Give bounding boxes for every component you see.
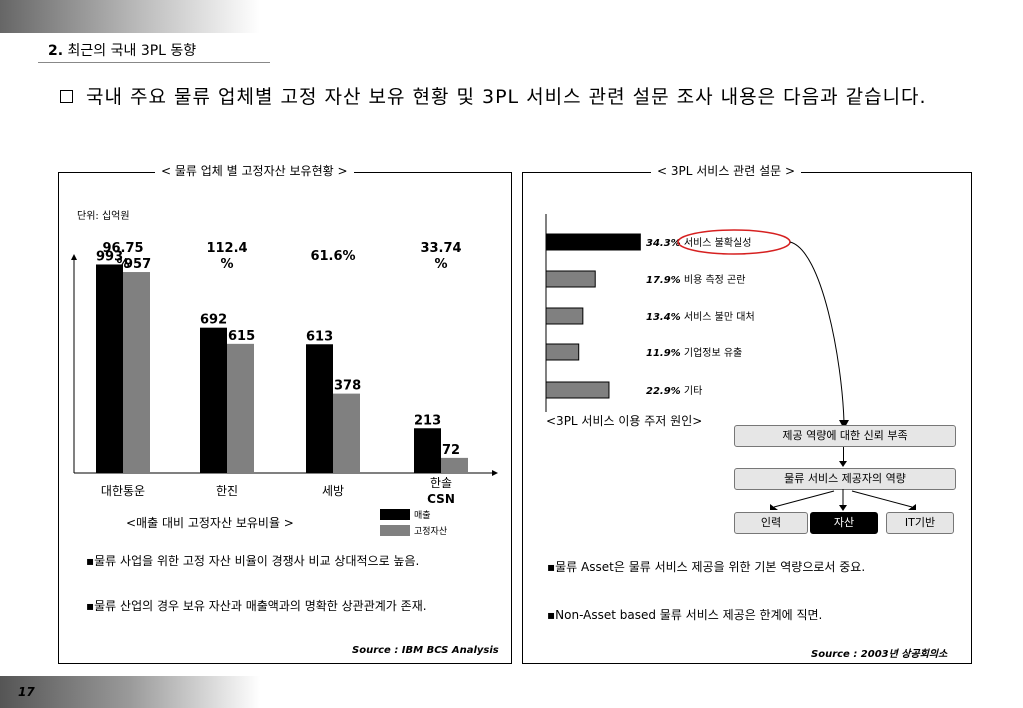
left-panel-title: < 물류 업체 별 고정자산 보유현황 > [155, 162, 354, 179]
hbar-label: 22.9% 기타 [646, 385, 702, 397]
bar-fixed-assets [333, 393, 360, 473]
section-title-underline [38, 62, 270, 63]
right-source: Source : 2003년 상공회의소 [811, 649, 948, 660]
legend-label-sales: 매출 [414, 511, 431, 521]
bar-sales [414, 428, 441, 473]
ratio-label: 33.74 [420, 241, 461, 256]
page-number: 17 [18, 685, 35, 699]
flow-option-it: IT기반 [886, 512, 954, 534]
flow-box-trust: 제공 역량에 대한 신뢰 부족 [734, 425, 956, 447]
legend-label-fixed-assets: 고정자산 [414, 527, 448, 537]
hbar-category-label: 기업정보 유출 [681, 346, 743, 359]
hbar-label: 13.4% 서비스 불만 대처 [646, 311, 755, 323]
hbar [545, 233, 641, 251]
ratio-label: % [220, 257, 233, 272]
legend-swatch-fixed-assets [380, 525, 410, 536]
hbar-category-label: 비용 측정 곤란 [681, 274, 746, 286]
flow-option-manpower: 인력 [734, 512, 808, 534]
right-panel-title: < 3PL 서비스 관련 설문 > [651, 162, 802, 179]
hbar [545, 381, 610, 399]
flow-line-1 [843, 447, 844, 462]
category-label: 한솔 [430, 476, 452, 490]
hbar-value-label: 34.3% [646, 238, 681, 249]
hbar [545, 307, 584, 325]
ratio-label: 61.6% [310, 249, 355, 264]
right-note-2: ▪Non-Asset based 물류 서비스 제공은 한계에 직면. [547, 608, 823, 622]
hbar-value-label: 11.9% [646, 348, 681, 359]
category-label: 대한통운 [101, 484, 145, 498]
bar-sales [200, 327, 227, 473]
ratio-label: 112.4 [206, 241, 247, 256]
left-note-2: ▪물류 산업의 경우 보유 자산과 매출액과의 명확한 상관관계가 존재. [86, 599, 427, 613]
bar-value-label: 213 [414, 413, 441, 428]
connector-arrow-line [789, 241, 845, 423]
bar-fixed-assets [123, 272, 150, 473]
ratio-label: % [116, 257, 129, 272]
bar-value-label: 613 [306, 329, 333, 344]
survey-chart: 34.3% 서비스 불확실성 17.9% 비용 측정 곤란 13.4% 서비스 불만… [545, 214, 849, 429]
hbar-value-label: 13.4% [646, 312, 681, 323]
header-gradient-bar [0, 0, 260, 33]
hbar-category-label: 서비스 불확실성 [681, 237, 752, 249]
left-note-1: ▪물류 사업을 위한 고정 자산 비율이 경쟁사 비교 상대적으로 높음. [86, 554, 420, 568]
unit-label: 단위: 십억원 [77, 211, 130, 222]
flow-arrow-1-icon [839, 461, 847, 467]
hbar-label: 11.9% 기업정보 유출 [646, 346, 742, 359]
survey-caption: <3PL 서비스 이용 주저 원인> [546, 414, 703, 428]
bar-fixed-assets [441, 457, 468, 473]
section-title: 2. 최근의 국내 3PL 동향 [48, 43, 197, 59]
ratio-label: 96.75 [102, 241, 143, 256]
hbar [545, 270, 596, 288]
ratio-label: % [434, 257, 447, 272]
category-label: 한진 [216, 484, 238, 498]
hbar-category-label: 기타 [681, 385, 703, 397]
footer-gradient-bar [0, 676, 260, 708]
flow-branch-arrows [770, 489, 916, 511]
hbar-category-label: 서비스 불만 대처 [681, 311, 755, 323]
arrow-head-icon [839, 420, 849, 429]
hbar-value-label: 22.9% [646, 386, 681, 397]
legend-swatch-sales [380, 509, 410, 520]
category-label: 세방 [322, 484, 344, 498]
bar-fixed-assets [227, 343, 254, 473]
bar-value-label: 72 [442, 443, 460, 458]
category-label: CSN [427, 492, 455, 506]
headline-text: 국내 주요 물류 업체별 고정 자산 보유 현황 및 3PL 서비스 관련 설문… [86, 86, 927, 108]
bar-sales [306, 344, 333, 473]
bar-value-label: 957 [124, 257, 151, 272]
flow-box-capability: 물류 서비스 제공자의 역량 [734, 468, 956, 490]
chart-caption: <매출 대비 고정자산 보유비율 > [126, 516, 294, 530]
bar-value-label: 692 [200, 313, 227, 328]
hbar-value-label: 17.9% [646, 275, 681, 286]
bar-value-label: 993 [96, 249, 123, 264]
hbar-label: 34.3% 서비스 불확실성 [646, 237, 751, 249]
bar-sales [96, 264, 123, 473]
bar-value-label: 615 [228, 329, 255, 344]
x-axis-arrow-icon [492, 470, 498, 476]
left-source: Source : IBM BCS Analysis [352, 645, 499, 656]
flow-option-asset: 자산 [810, 512, 878, 534]
hbar [545, 343, 580, 361]
bar-value-label: 378 [334, 379, 361, 394]
checkbox-bullet-icon [60, 90, 73, 103]
right-note-1: ▪물류 Asset은 물류 서비스 제공을 위한 기본 역량으로서 중요. [547, 560, 866, 574]
y-axis-arrow-icon [71, 254, 77, 260]
hbar-label: 17.9% 비용 측정 곤란 [646, 274, 745, 286]
